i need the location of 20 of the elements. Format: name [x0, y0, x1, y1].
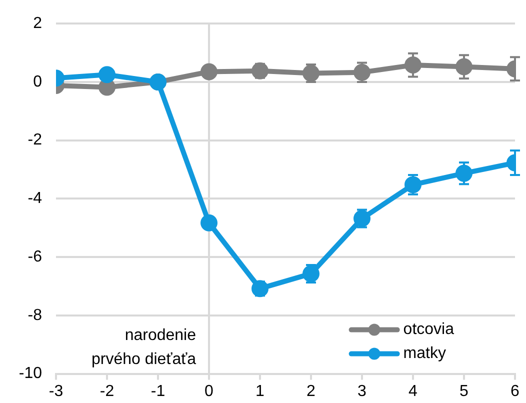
- y-tick-label: -6: [28, 248, 42, 266]
- x-tick-label: 4: [408, 382, 418, 400]
- y-tick-label: 2: [33, 15, 42, 32]
- x-tick-label: -1: [150, 382, 166, 400]
- x-tick-label: 2: [306, 382, 316, 400]
- x-tick-label: -2: [100, 382, 114, 400]
- y-tick-label: -10: [18, 365, 42, 382]
- y-tick-label: -2: [28, 132, 42, 149]
- x-tick-label: -3: [48, 382, 64, 400]
- legend-label: matky: [403, 345, 446, 362]
- x-tick-label: 1: [256, 382, 265, 400]
- x-tick-label: 6: [510, 382, 520, 400]
- x-tick-label: 3: [358, 382, 367, 400]
- y-tick-label: -4: [28, 190, 42, 208]
- ref-line-label: narodenie prvého dieťaťa: [91, 327, 196, 368]
- legend-label: otcovia: [403, 321, 454, 338]
- x-tick-label: 5: [460, 382, 469, 400]
- y-tick-label: -8: [28, 306, 42, 324]
- x-tick-label: 0: [204, 382, 214, 400]
- y-tick-label: 0: [33, 73, 42, 90]
